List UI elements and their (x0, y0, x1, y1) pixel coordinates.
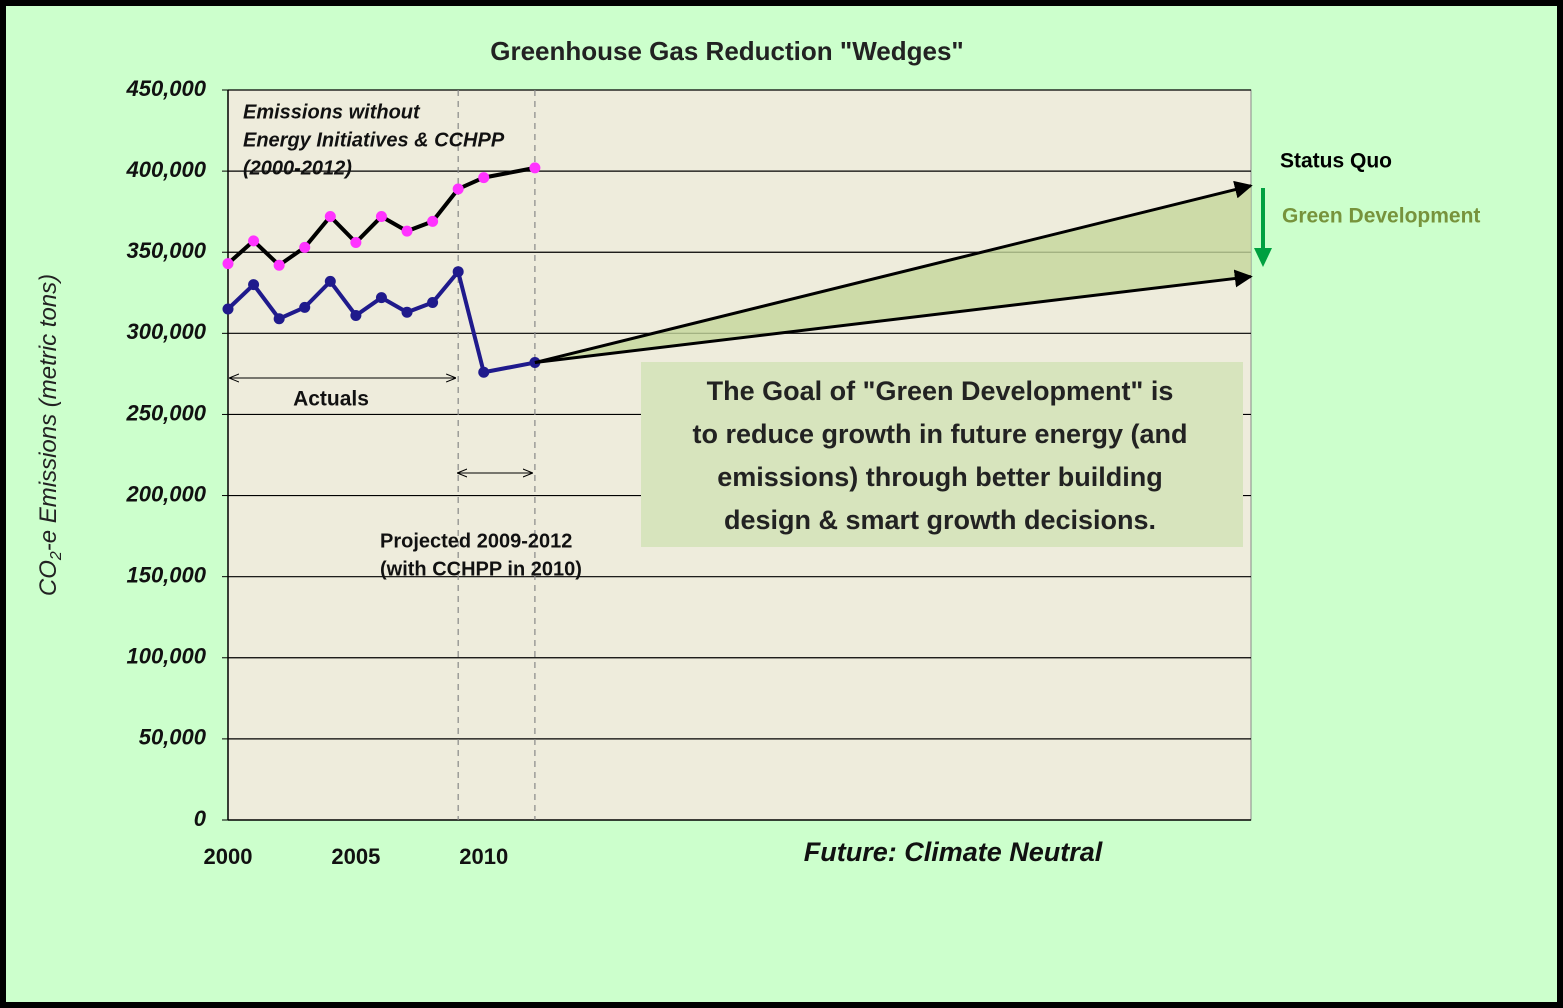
x-tick-label: 2000 (204, 844, 253, 869)
annotation: Future: Climate Neutral (804, 837, 1103, 867)
annotation: Actuals (293, 388, 369, 411)
point (248, 279, 260, 291)
point (248, 235, 260, 247)
series-line (226, 267, 536, 375)
y-label-part: -e Emissions (metric tons) (35, 274, 62, 551)
projection-line (534, 269, 1253, 365)
y-tick-label: 250,000 (125, 400, 206, 425)
annotation: Emissions without (243, 101, 421, 123)
x-tick-label: 2005 (331, 844, 380, 869)
y-label-part: CO (35, 560, 62, 596)
y-axis-label: CO2-e Emissions (metric tons) (35, 274, 65, 596)
point (324, 275, 336, 287)
point (401, 306, 413, 318)
plot (222, 89, 1253, 821)
goal-text: The Goal of "Green Development" is (707, 376, 1174, 406)
annotation: (2000-2012) (243, 157, 352, 179)
y-tick-label: 50,000 (139, 725, 207, 750)
point (350, 236, 362, 248)
y-label-sub: 2 (48, 551, 65, 561)
point (222, 258, 234, 270)
point (350, 309, 362, 321)
projection-line (534, 180, 1253, 364)
legend-label: Status Quo (1280, 150, 1392, 173)
y-tick-label: 400,000 (125, 157, 206, 182)
goal-text: emissions) through better building (717, 462, 1163, 492)
reduction-arrowhead (1254, 248, 1272, 267)
point (401, 225, 413, 237)
point (427, 215, 439, 227)
y-tick-label: 150,000 (126, 562, 206, 587)
annotation: (with CCHPP in 2010) (380, 558, 582, 580)
legend-label: Green Development (1282, 205, 1480, 228)
point (375, 211, 387, 223)
point (222, 303, 234, 315)
point (299, 301, 311, 313)
y-tick-label: 300,000 (126, 319, 206, 344)
point (427, 297, 439, 309)
y-tick-label: 200,000 (125, 481, 206, 506)
chart-title: Greenhouse Gas Reduction "Wedges" (490, 36, 964, 66)
goal-box (641, 362, 1243, 547)
annotation: Energy Initiatives & CCHPP (243, 129, 505, 151)
point (478, 366, 490, 378)
y-tick-label: 350,000 (126, 238, 206, 263)
point (273, 259, 285, 271)
point (324, 211, 336, 223)
point (299, 241, 311, 253)
point (478, 172, 490, 184)
annotation: Projected 2009-2012 (380, 530, 572, 552)
x-tick-label: 2010 (459, 844, 508, 869)
point (452, 183, 464, 195)
point (452, 266, 464, 278)
goal-text: to reduce growth in future energy (and (692, 419, 1187, 449)
point (375, 292, 387, 304)
point (273, 313, 285, 325)
y-tick-label: 0 (194, 806, 207, 831)
goal-text: design & smart growth decisions. (724, 505, 1156, 535)
point (529, 162, 541, 174)
y-tick-label: 450,000 (125, 76, 206, 101)
y-tick-label: 100,000 (126, 644, 206, 669)
